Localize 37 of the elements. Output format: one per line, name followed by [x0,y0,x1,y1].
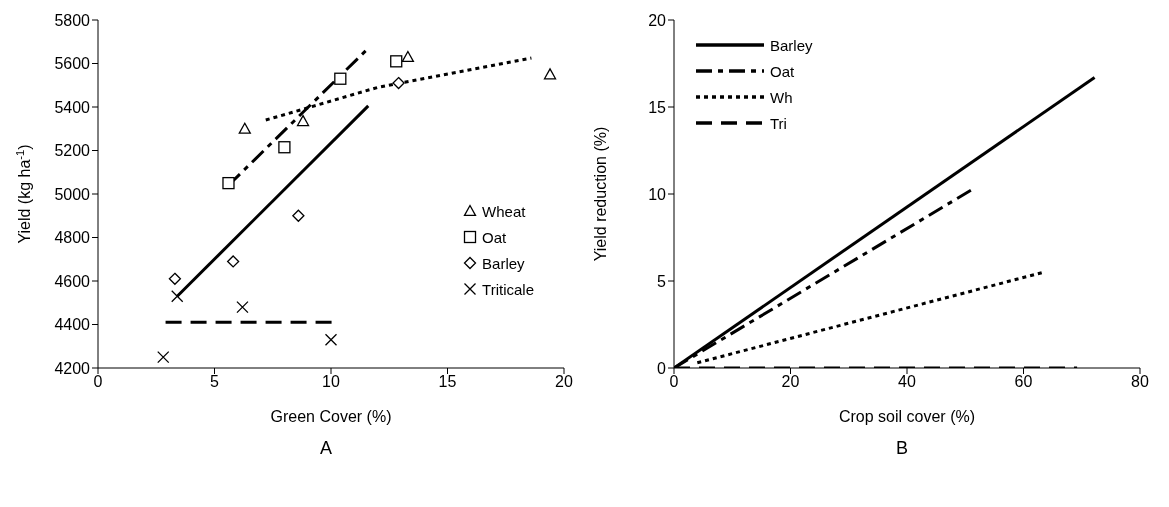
y-tick-label: 5400 [54,98,91,116]
x-tick-label: 60 [1014,373,1033,391]
legend-label: Barley [770,36,813,54]
y-tick-label: 4400 [54,316,91,334]
x-tick-label: 15 [438,373,457,391]
x-tick-label: 5 [210,373,220,391]
text: B [895,438,909,459]
y-tick-label: 5 [657,272,667,290]
y-axis-title: Yield reduction (%) [592,126,609,262]
y-tick-label: 20 [648,11,667,29]
legend-label: Oat [482,228,507,246]
x-tick-label: 80 [1131,373,1149,391]
y-tick-label: 15 [648,98,667,116]
legend-label: Barley [482,254,525,272]
y-tick-label: 0 [657,359,667,377]
y-tick-label: 4200 [54,359,91,377]
x-tick-label: 0 [669,373,679,391]
y-tick-label: 5000 [54,185,91,203]
legend-label: Wh [770,88,793,106]
legend-label: Wheat [482,202,526,220]
legend-label: Oat [770,62,795,80]
x-tick-label: 0 [93,373,103,391]
y-tick-label: 5600 [54,55,91,73]
y-tick-label: 10 [648,185,667,203]
x-tick-label: 20 [781,373,800,391]
x-axis-title: Green Cover (%) [270,408,392,425]
text: A [319,438,333,459]
y-tick-label: 4800 [54,229,91,247]
y-tick-label: 5800 [54,11,91,29]
y-tick-label: 4600 [54,272,91,290]
legend-label: Tri [770,114,787,132]
y-tick-label: 5200 [54,142,91,160]
x-tick-label: 20 [555,373,573,391]
x-tick-label: 40 [898,373,916,391]
x-axis-title: Crop soil cover (%) [838,408,976,425]
legend-label: Triticale [482,280,534,298]
x-tick-label: 10 [322,373,340,391]
